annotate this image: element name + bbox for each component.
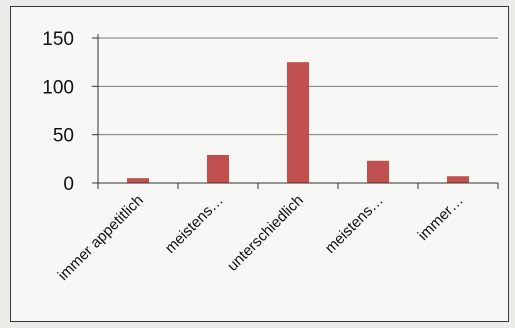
x-category-label: immer appetitlich — [55, 192, 147, 284]
y-tick-label: 0 — [63, 174, 74, 195]
y-tick-label: 100 — [42, 77, 74, 98]
bar — [367, 160, 389, 183]
bar — [287, 62, 309, 183]
x-category-label: unterschiedlich — [224, 192, 307, 275]
bar — [447, 176, 469, 183]
x-category-label: meistens… — [162, 192, 227, 257]
y-axis-ticks: 0 50 100 150 — [42, 29, 98, 195]
x-category-label: immer… — [415, 192, 467, 244]
chart-frame — [10, 6, 509, 322]
bar — [127, 178, 149, 183]
y-tick-label: 150 — [42, 29, 74, 50]
x-category-label: meistens… — [322, 192, 387, 257]
bars — [127, 62, 469, 183]
x-axis-labels: immer appetitlich meistens…unterschiedlic… — [55, 192, 467, 284]
axes — [97, 34, 499, 189]
bar — [207, 154, 229, 183]
y-tick-label: 50 — [53, 126, 74, 147]
